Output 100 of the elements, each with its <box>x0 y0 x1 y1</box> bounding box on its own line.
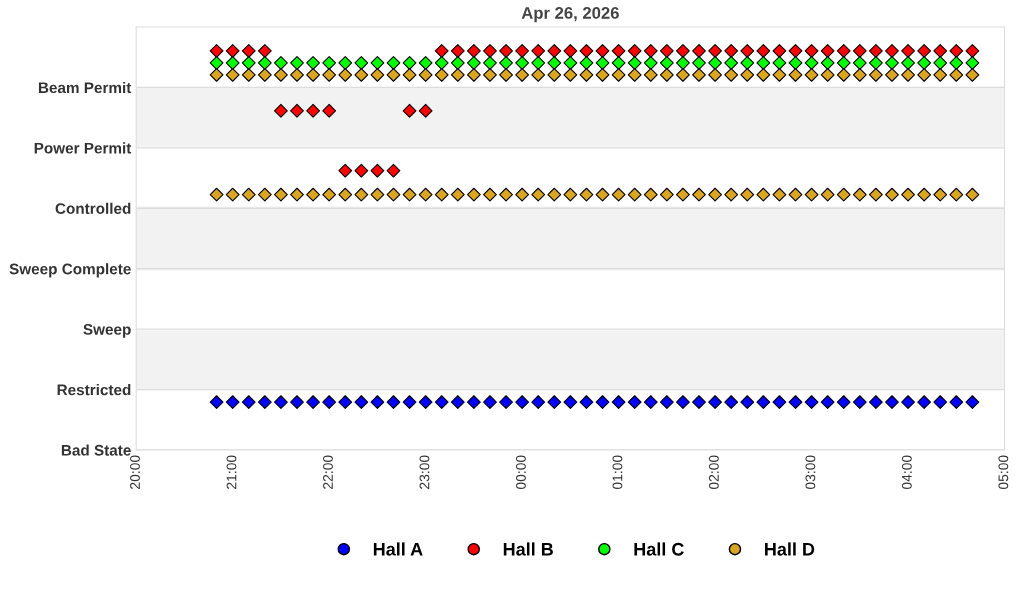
point <box>483 55 497 70</box>
chart-title: Apr 26, 2026 <box>521 7 619 23</box>
point <box>225 395 240 410</box>
point <box>354 163 369 178</box>
point <box>627 55 642 70</box>
point <box>772 395 787 410</box>
point <box>868 55 883 70</box>
point <box>418 395 433 410</box>
point <box>836 44 851 58</box>
point <box>692 55 706 70</box>
point <box>949 395 964 410</box>
point <box>676 395 690 410</box>
point <box>547 55 562 70</box>
point <box>627 395 642 410</box>
point <box>820 395 835 410</box>
point <box>386 55 401 70</box>
point <box>885 55 899 70</box>
point <box>499 44 513 58</box>
point <box>595 395 610 410</box>
point <box>402 103 417 118</box>
point <box>450 395 465 410</box>
point <box>627 44 642 58</box>
point <box>611 44 626 58</box>
point <box>306 395 320 410</box>
point <box>756 44 771 58</box>
text: Sweep Complete <box>9 263 131 278</box>
point <box>901 55 915 70</box>
point <box>724 44 739 58</box>
point <box>418 103 433 118</box>
point <box>917 44 932 58</box>
text: Beam Permit <box>38 81 132 94</box>
point <box>579 395 594 410</box>
point <box>386 395 401 410</box>
point <box>965 395 980 410</box>
point <box>273 55 288 70</box>
point <box>901 395 915 410</box>
point <box>563 44 578 58</box>
point <box>563 395 578 410</box>
x-tick-label: 01:00 <box>612 455 623 490</box>
point <box>579 44 594 58</box>
point <box>434 44 449 58</box>
point <box>290 395 304 410</box>
point <box>852 55 867 70</box>
point <box>643 44 658 58</box>
text: Sweep <box>83 324 131 338</box>
point <box>225 44 240 58</box>
point <box>788 44 803 58</box>
point <box>724 395 739 410</box>
point <box>290 55 304 70</box>
point <box>885 395 899 410</box>
point <box>788 395 803 410</box>
point <box>322 395 337 410</box>
point <box>579 55 594 70</box>
x-tick-label: 23:00 <box>419 455 430 489</box>
point <box>917 55 932 70</box>
point <box>209 55 224 70</box>
point <box>531 395 546 410</box>
point <box>354 55 369 70</box>
text: Power Permit <box>34 142 132 154</box>
point <box>933 55 948 70</box>
x-tick-label: 22:00 <box>323 455 333 489</box>
point <box>949 55 964 70</box>
point <box>531 55 546 70</box>
x-tick-label: 03:00 <box>805 455 816 490</box>
point <box>338 55 353 70</box>
point <box>708 395 723 410</box>
x-tick-label: 00:00 <box>516 455 526 490</box>
point <box>820 55 835 70</box>
point <box>740 55 755 70</box>
text: Controlled <box>55 202 131 214</box>
point <box>322 103 337 118</box>
point <box>740 395 755 410</box>
point <box>868 395 883 410</box>
point <box>804 395 819 410</box>
point <box>241 395 256 410</box>
point <box>402 55 417 70</box>
point <box>611 395 626 410</box>
legend-label: Hall A <box>373 542 423 556</box>
point <box>692 44 706 58</box>
point <box>659 55 674 70</box>
point <box>820 44 835 58</box>
point <box>515 395 530 410</box>
point <box>225 55 240 70</box>
legend-label: Hall D <box>765 542 815 556</box>
point <box>483 44 497 58</box>
point <box>466 395 481 410</box>
point <box>868 44 883 58</box>
point <box>418 55 433 70</box>
point <box>676 44 690 58</box>
x-tick-label: 02:00 <box>708 455 719 490</box>
point <box>499 55 513 70</box>
point <box>531 44 546 58</box>
point <box>852 44 867 58</box>
point <box>354 395 369 410</box>
point <box>724 55 739 70</box>
point <box>804 55 819 70</box>
point <box>949 44 964 58</box>
x-tick-label: 04:00 <box>901 455 912 490</box>
x-tick-label: 20:00 <box>130 455 140 489</box>
point <box>209 44 224 58</box>
